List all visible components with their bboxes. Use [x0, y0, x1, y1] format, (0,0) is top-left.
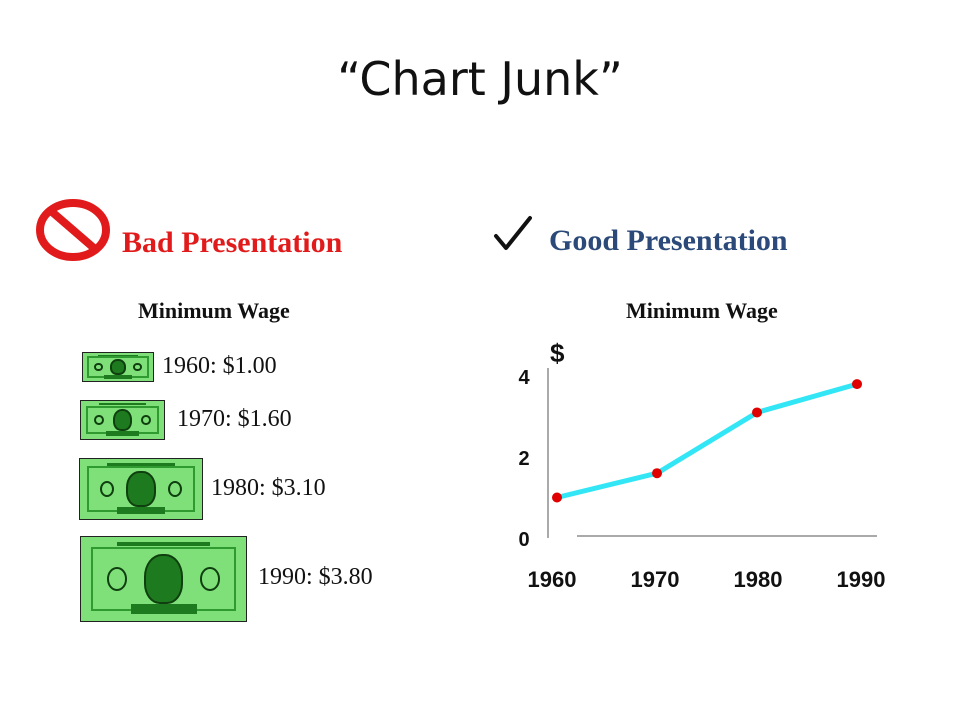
- data-point: [752, 407, 762, 418]
- dollar-bill-icon: [82, 352, 154, 382]
- bad-subtitle: Minimum Wage: [138, 298, 290, 323]
- y-tick-label: 2: [518, 448, 529, 470]
- bill-label: 1960: $1.00: [162, 353, 277, 379]
- check-mark-icon: [494, 216, 532, 250]
- good-heading: Good Presentation: [549, 224, 788, 257]
- dollar-bill-icon: [80, 536, 247, 622]
- dollar-bill-icon: [79, 458, 203, 520]
- data-point: [652, 468, 662, 479]
- data-point: [552, 492, 562, 503]
- y-tick-label: 0: [518, 529, 529, 551]
- no-symbol-icon: [36, 199, 110, 261]
- y-axis-label: $: [550, 338, 565, 368]
- series-line: [556, 381, 858, 500]
- slide-title: “Chart Junk”: [337, 52, 623, 106]
- dollar-bill-icon: [80, 400, 165, 440]
- bill-label: 1990: $3.80: [258, 564, 373, 590]
- y-tick-label: 4: [518, 367, 530, 389]
- x-tick-label: 1970: [631, 567, 680, 592]
- x-tick-label: 1990: [837, 567, 886, 592]
- good-subtitle: Minimum Wage: [626, 298, 778, 323]
- bill-label: 1980: $3.10: [211, 475, 326, 501]
- data-point: [852, 379, 862, 390]
- x-tick-label: 1960: [528, 567, 577, 592]
- bad-heading: Bad Presentation: [122, 226, 343, 259]
- bill-label: 1970: $1.60: [177, 406, 292, 432]
- line-chart: $0 2 4 1960 1970 1980 1990: [518, 338, 886, 592]
- x-tick-label: 1980: [734, 567, 783, 592]
